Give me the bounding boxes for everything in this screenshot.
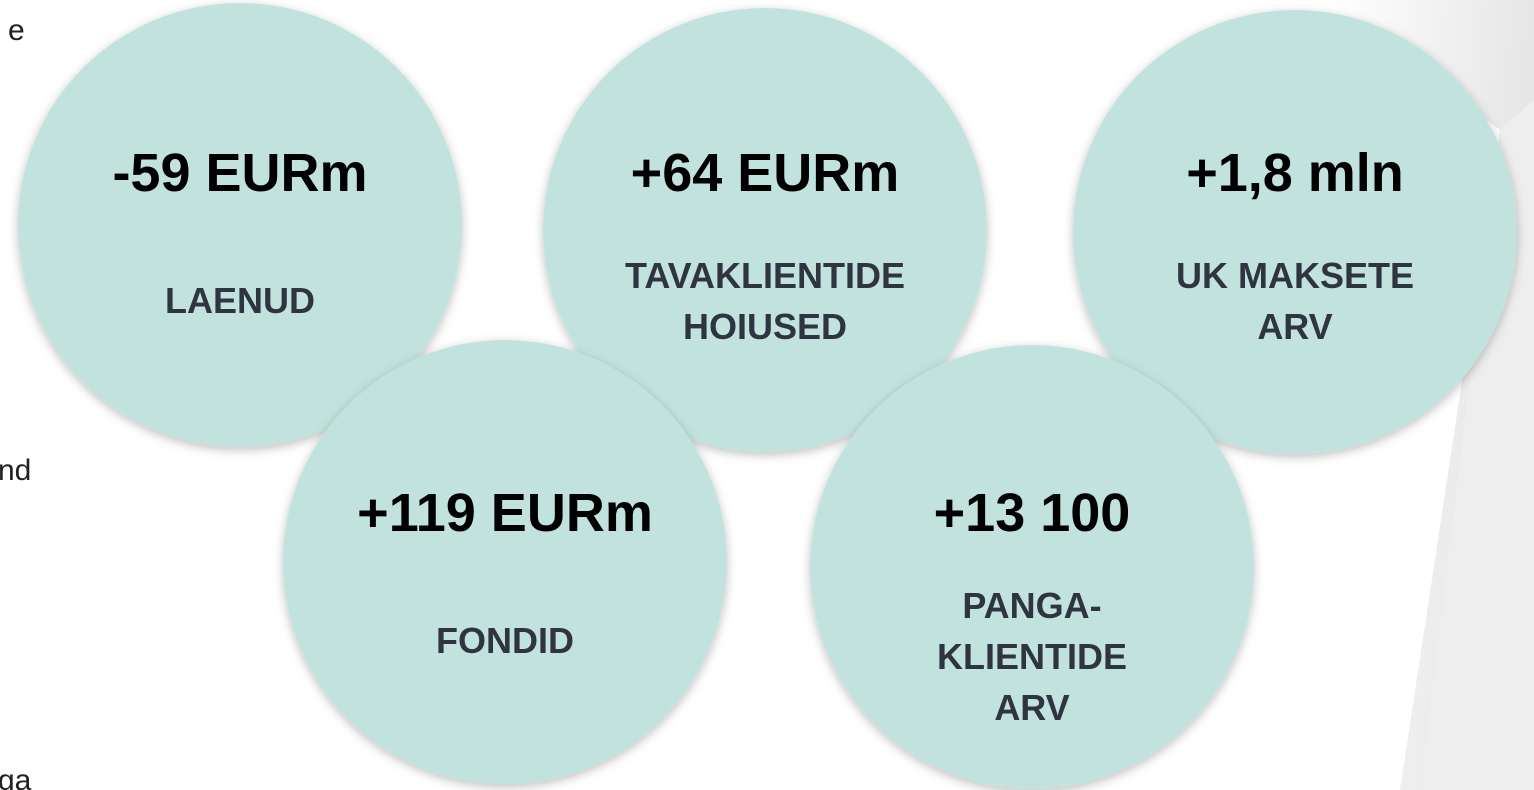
stat-circle: -59 EURm LAENUD xyxy=(18,3,462,447)
stat-label: PANGA- xyxy=(962,585,1101,626)
circle xyxy=(283,340,727,784)
circle xyxy=(543,8,987,452)
stat-value: +64 EURm xyxy=(631,143,900,203)
stat-label: TAVAKLIENTIDE xyxy=(625,255,905,296)
stat-value: +119 EURm xyxy=(357,483,653,543)
stat-label: FONDID xyxy=(436,620,574,661)
stat-value: +13 100 xyxy=(934,483,1131,543)
edge-text: e xyxy=(8,14,25,47)
circle xyxy=(18,3,462,447)
stat-value: -59 EURm xyxy=(112,143,367,203)
circle xyxy=(810,345,1254,789)
stat-circle: +119 EURm FONDID xyxy=(283,340,727,784)
stat-label: UK MAKSETE xyxy=(1176,255,1414,296)
edge-text: ga xyxy=(0,764,32,790)
circle-group: -59 EURm LAENUD +64 EURm TAVAKLIENTIDE HOIUS… xyxy=(18,3,1517,789)
stat-label: ARV xyxy=(1257,306,1332,347)
stat-value: +1,8 mln xyxy=(1186,143,1404,203)
edge-text: nd xyxy=(0,454,31,487)
stat-label: ARV xyxy=(994,687,1069,728)
stat-label: LAENUD xyxy=(165,280,315,321)
stat-label: HOIUSED xyxy=(683,306,847,347)
stat-circle: +1,8 mln UK MAKSETE ARV xyxy=(1073,10,1517,454)
stat-circle: +13 100 PANGA- KLIENTIDE ARV xyxy=(810,345,1254,789)
stat-label: KLIENTIDE xyxy=(937,636,1127,677)
stat-circle: +64 EURm TAVAKLIENTIDE HOIUSED xyxy=(543,8,987,452)
circle xyxy=(1073,10,1517,454)
